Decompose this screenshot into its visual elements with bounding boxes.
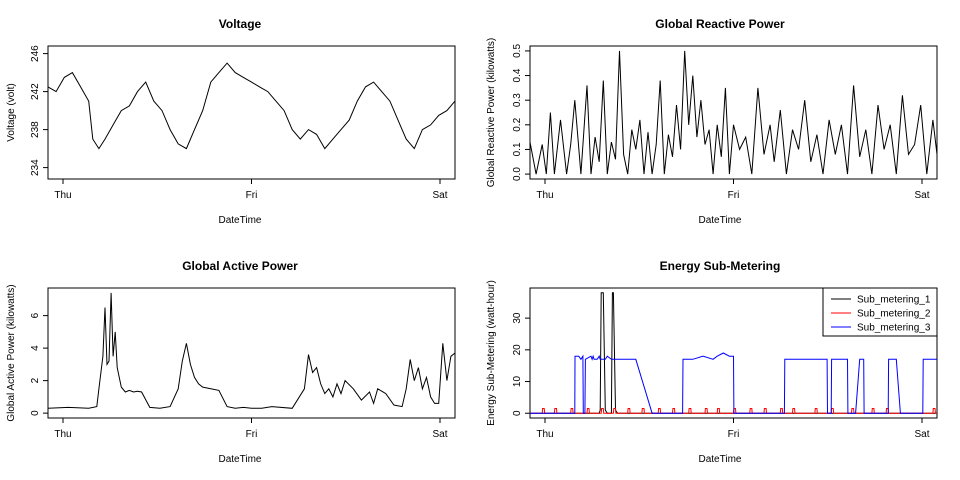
y-axis-label: Global Active Power (kilowatts) [6,284,17,421]
y-tick-label: 0 [30,410,41,416]
chart-title: Energy Sub-Metering [660,259,781,273]
y-tick-label: 0.4 [512,68,523,82]
series-line [529,50,938,175]
y-axis-label: Voltage (volt) [6,83,17,141]
x-tick-label: Thu [536,429,553,440]
panel-voltage: Voltage Thu Fri Sat 234 238 242 246 DateTime Volt… [6,17,456,226]
y-axis-label: Global Reactive Power (kilowatts) [486,38,497,188]
x-tick-label: Fri [728,429,740,440]
y-tick-label: 238 [30,121,41,138]
panel-active: Global Active Power Thu Fri Sat 0 2 4 6 DateTime… [6,259,456,465]
x-axis-label: DateTime [219,454,262,465]
y-tick-label: 0 [512,410,523,416]
x-tick-label: Sat [914,190,929,201]
y-tick-label: 0.3 [512,93,523,107]
chart-title: Voltage [219,17,262,31]
y-tick-label: 0.5 [512,44,523,58]
x-tick-label: Thu [54,190,71,201]
y-tick-label: 234 [30,159,41,176]
legend-item-sub-metering-3: Sub_metering_3 [857,323,931,334]
x-tick-label: Thu [54,429,71,440]
panel-reactive: Global Reactive Power Thu Fri Sat 0.0 0.1 0.2 0… [486,17,938,226]
x-tick-label: Fri [246,190,258,201]
y-tick-label: 10 [512,376,523,388]
y-tick-label: 2 [30,377,41,383]
legend-item-sub-metering-2: Sub_metering_2 [857,309,931,320]
y-tick-label: 20 [512,344,523,356]
chart-title: Global Active Power [182,259,298,273]
chart-title: Global Reactive Power [655,17,785,31]
x-axis-label: DateTime [699,454,742,465]
x-axis-label: DateTime [699,215,742,226]
legend-box [822,287,938,337]
x-tick-label: Fri [246,429,258,440]
y-tick-label: 0.1 [512,142,523,156]
y-tick-label: 246 [30,45,41,62]
y-tick-label: 0.2 [512,117,523,131]
x-axis-label: DateTime [219,215,262,226]
legend: Sub_metering_1 Sub_metering_2 Sub_metering… [822,287,938,337]
x-tick-label: Thu [536,190,553,201]
y-tick-label: 0.0 [512,167,523,181]
y-tick-label: 30 [512,312,523,324]
x-tick-label: Sat [914,429,929,440]
y-tick-label: 4 [30,345,41,351]
x-tick-label: Sat [432,190,447,201]
plot-frame [529,45,938,180]
panel-submetering: Energy Sub-Metering Thu Fri Sat 0 10 20 30 DateT… [486,259,938,465]
plot-frame [47,45,456,180]
x-tick-label: Sat [432,429,447,440]
legend-item-sub-metering-1: Sub_metering_1 [857,295,931,306]
series-line [47,62,456,150]
y-axis-label: Energy Sub-Metering (watt-hour) [486,280,497,426]
series-line-sub-metering-3 [530,352,937,414]
x-tick-label: Fri [728,190,740,201]
series-line [47,292,456,409]
y-tick-label: 6 [30,312,41,318]
y-tick-label: 242 [30,83,41,100]
